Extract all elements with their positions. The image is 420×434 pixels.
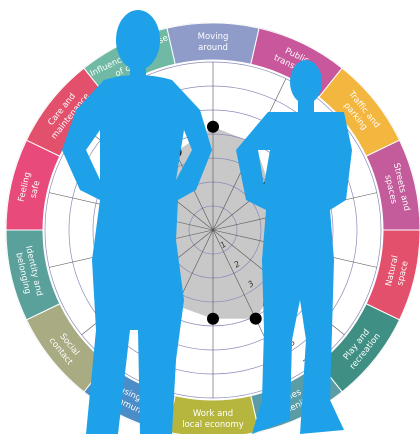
- score-point: [250, 313, 262, 325]
- score-point: [207, 121, 219, 133]
- score-point: [207, 313, 219, 325]
- chart: MovingaroundPublictransportTraffic andpa…: [0, 0, 420, 434]
